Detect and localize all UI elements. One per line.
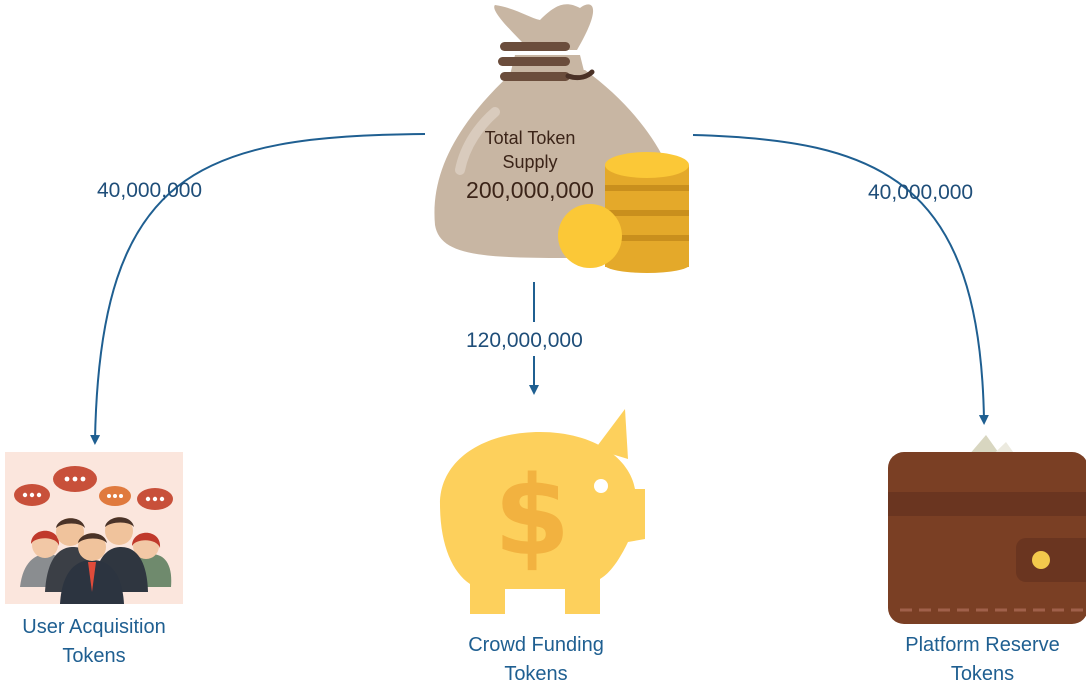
flow-amount-right: 40,000,000 [868,181,974,204]
target-label-user-acquisition: User Acquisition Tokens [0,613,188,671]
source-label-line1: Total Token [484,128,576,148]
target-label-line2: Tokens [950,663,1015,685]
flow-amount-left: 40,000,000 [97,179,203,202]
coin-stack-icon [558,152,689,273]
wallet-icon [888,435,1086,624]
arrow-right [692,134,989,425]
target-label-line1: User Acquisition [22,616,166,638]
target-label-line2: Tokens [62,645,126,667]
source-label-line2: Supply [502,152,558,172]
money-bag-icon [434,4,689,273]
people-group-icon [5,452,183,604]
piggy-bank-icon: $ [440,409,645,614]
target-label-line2: Tokens [504,663,568,685]
dollar-sign-icon: $ [494,452,571,580]
target-label-line1: Crowd Funding [468,634,604,656]
speech-bubble-icon [14,466,173,510]
target-label-crowd-funding: Crowd Funding Tokens [436,631,636,689]
flow-amount-middle: 120,000,000 [466,329,583,352]
source-amount: 200,000,000 [466,177,594,203]
target-label-platform-reserve: Platform Reserve Tokens [880,631,1085,689]
target-label-line1: Platform Reserve [905,634,1060,656]
arrow-left [90,133,426,445]
